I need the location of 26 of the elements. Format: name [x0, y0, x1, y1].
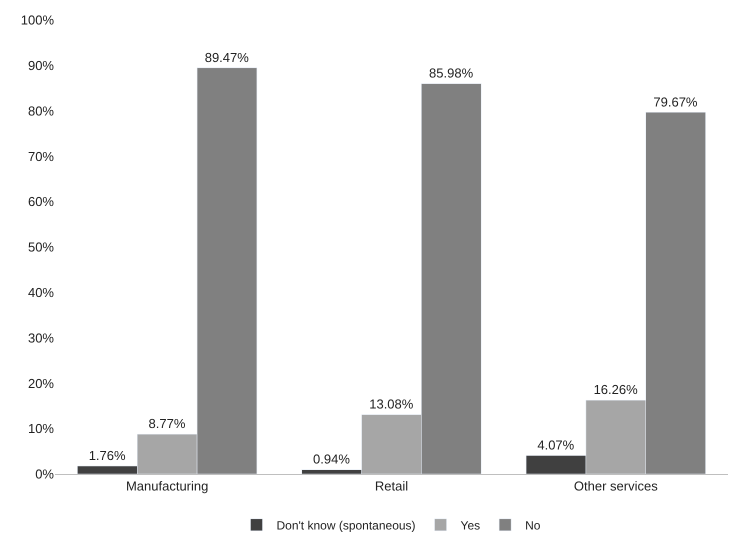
x-tick-label: Retail	[374, 478, 408, 494]
data-label: 1.76%	[88, 448, 126, 464]
data-label: 0.94%	[313, 452, 350, 467]
y-tick-label: 30%	[28, 330, 54, 346]
data-label: 4.07%	[537, 438, 575, 453]
legend-label: No	[525, 518, 541, 532]
y-tick-label: 40%	[28, 284, 54, 300]
legend-label: Don't know (spontaneous)	[276, 518, 416, 532]
data-label: 8.77%	[148, 416, 186, 432]
x-tick-label: Other services	[574, 478, 658, 494]
y-tick-label: 10%	[28, 421, 54, 436]
data-label: 89.47%	[204, 50, 250, 65]
data-label: 85.98%	[429, 66, 474, 81]
y-tick-label: 70%	[28, 148, 54, 164]
y-tick-label: 20%	[28, 376, 54, 391]
legend-label: Yes	[460, 518, 480, 532]
y-tick-label: 50%	[28, 240, 54, 255]
data-label: 16.26%	[594, 382, 638, 398]
y-tick-label: 80%	[28, 103, 54, 118]
y-tick-label: 60%	[28, 194, 54, 210]
data-label: 79.67%	[653, 94, 698, 110]
y-tick-label: 0%	[35, 466, 54, 482]
y-tick-label: 90%	[28, 58, 54, 73]
x-tick-label: Manufacturing	[126, 478, 208, 494]
data-label: 13.08%	[369, 396, 414, 412]
y-tick-label: 100%	[20, 12, 54, 28]
